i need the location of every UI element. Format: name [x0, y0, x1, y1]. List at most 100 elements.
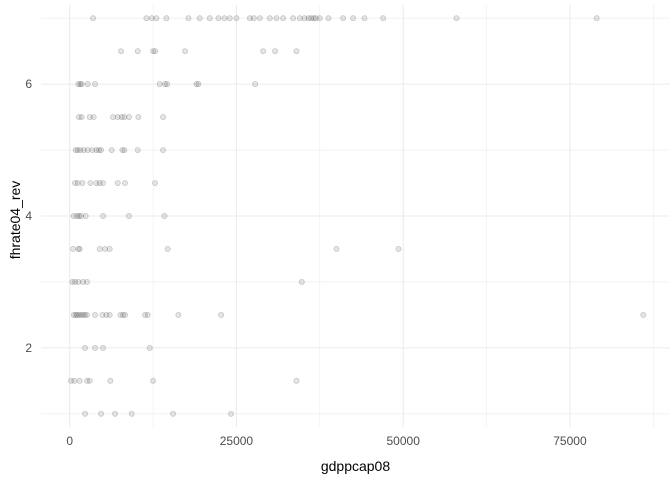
data-point [160, 147, 167, 154]
data-point [126, 213, 133, 219]
data-point [121, 147, 128, 154]
data-point [96, 246, 103, 252]
data-point [122, 311, 128, 318]
data-point [68, 377, 74, 384]
data-point [175, 311, 182, 318]
data-point [114, 180, 121, 186]
data-point [108, 147, 115, 154]
data-point [266, 15, 273, 22]
data-point [215, 15, 222, 22]
data-point [100, 213, 106, 219]
data-point [134, 48, 141, 55]
data-point [196, 15, 203, 22]
data-point [82, 410, 88, 417]
data-point [84, 81, 91, 88]
data-point [226, 15, 233, 22]
data-point [185, 15, 192, 22]
data-point [71, 377, 78, 384]
data-point [72, 147, 79, 154]
data-point [118, 48, 124, 55]
data-point [395, 246, 402, 252]
data-point [118, 114, 125, 121]
data-point [100, 180, 106, 186]
data-points [68, 15, 647, 417]
data-point [153, 15, 160, 22]
data-point [305, 15, 312, 22]
data-point [246, 15, 253, 22]
data-point [308, 15, 315, 22]
data-point [164, 246, 171, 252]
y-axis-tick-labels: 2 4 6 [25, 77, 32, 355]
x-tick-label: 0 [66, 434, 73, 448]
data-point [77, 147, 84, 154]
data-point [298, 278, 305, 285]
data-point [380, 15, 387, 22]
data-point [163, 15, 170, 22]
data-point [152, 48, 159, 55]
data-point [273, 15, 280, 22]
data-point [156, 81, 163, 88]
data-point [80, 147, 87, 154]
data-point [90, 15, 96, 22]
data-point [93, 147, 100, 154]
data-point [161, 213, 168, 219]
data-point [121, 114, 128, 121]
data-point [593, 15, 600, 22]
data-point [75, 81, 82, 88]
data-point [316, 15, 323, 22]
data-point [119, 147, 126, 154]
data-point [640, 311, 647, 318]
data-point [325, 15, 332, 22]
data-point [74, 147, 81, 154]
data-point [98, 410, 104, 417]
data-point [96, 180, 103, 186]
data-point [89, 147, 96, 154]
data-point [86, 377, 93, 384]
data-point [122, 180, 128, 186]
data-point [453, 15, 460, 22]
data-point [221, 15, 228, 22]
data-point [78, 81, 85, 88]
data-point [293, 377, 300, 384]
data-point [107, 377, 114, 384]
data-point [103, 311, 110, 318]
data-point [293, 48, 300, 55]
data-point [114, 114, 121, 121]
data-point [87, 180, 94, 186]
data-point [144, 311, 151, 318]
data-point [106, 311, 113, 318]
data-point [228, 410, 235, 417]
x-tick-label: 50000 [387, 434, 421, 448]
data-point [152, 180, 159, 186]
data-point [160, 114, 167, 121]
data-point [70, 246, 76, 252]
data-point [128, 410, 135, 417]
x-tick-label: 25000 [220, 434, 254, 448]
data-point [72, 180, 78, 186]
data-point [75, 246, 82, 252]
data-point [134, 147, 141, 154]
data-point [98, 147, 104, 154]
data-point [142, 311, 149, 318]
data-point [74, 213, 80, 219]
data-point [99, 311, 106, 318]
data-point [195, 81, 202, 88]
data-point [96, 147, 102, 154]
data-point [361, 15, 368, 22]
data-point [272, 48, 279, 55]
data-point [112, 410, 118, 417]
data-point [79, 180, 86, 186]
data-point [76, 311, 82, 318]
data-point [78, 311, 84, 318]
data-point [84, 377, 90, 384]
data-point [75, 278, 82, 285]
data-point [250, 15, 257, 22]
data-point [80, 278, 86, 285]
data-point [126, 114, 133, 121]
data-point [143, 15, 150, 22]
data-point [260, 48, 267, 55]
data-point [148, 15, 155, 22]
data-point [256, 15, 263, 22]
data-point [86, 114, 93, 121]
